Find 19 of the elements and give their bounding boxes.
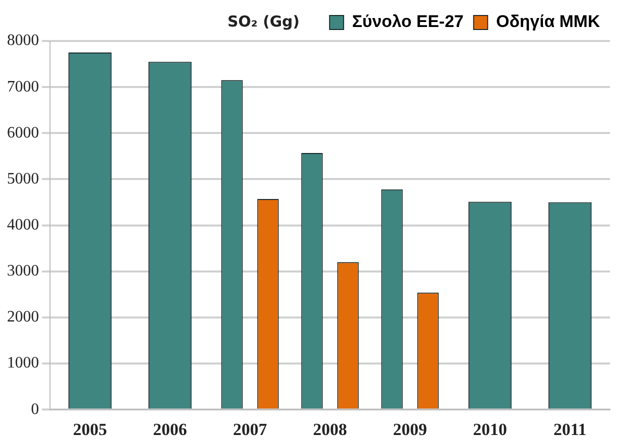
y-tick-label: 3000 (7, 262, 39, 280)
y-tick-label: 0 (31, 400, 39, 418)
x-tick-label: 2009 (393, 420, 427, 440)
y-tick-label: 8000 (7, 32, 39, 50)
y-axis-title: SO₂ (Gg) (227, 12, 300, 30)
legend-label: Σύνολο ΕΕ-27 (352, 12, 464, 32)
legend-label: Οδηγία ΜΜΚ (496, 12, 601, 32)
y-tick-label: 7000 (7, 78, 39, 96)
x-tick-label: 2011 (553, 420, 587, 440)
y-tick-label: 5000 (7, 170, 39, 188)
x-tick-label: 2006 (153, 420, 187, 440)
x-tick-label: 2005 (73, 420, 107, 440)
y-tick-label: 2000 (7, 308, 39, 326)
x-tick-label: 2007 (233, 420, 268, 440)
y-tick-label: 4000 (7, 216, 39, 234)
y-tick-label: 6000 (7, 124, 39, 142)
x-tick-label: 2010 (473, 420, 507, 440)
x-tick-label: 2008 (313, 420, 347, 440)
y-tick-label: 1000 (7, 354, 39, 372)
